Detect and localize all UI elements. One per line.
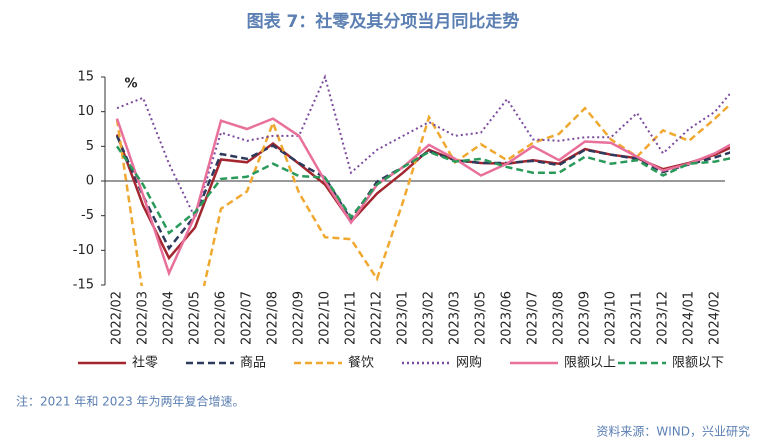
- source: 资料来源：WIND，兴业研究: [596, 424, 750, 439]
- series-line: [115, 134, 730, 261]
- y-tick-label: -15: [73, 278, 94, 293]
- x-tick-label: 2023/08: [552, 291, 567, 345]
- x-tick-label: 2022/11: [344, 291, 359, 345]
- legend-label: 餐饮: [348, 355, 374, 371]
- x-tick-label: 2023/09: [578, 291, 593, 345]
- note: 注：2021 年和 2023 年为两年复合增速。: [16, 394, 245, 409]
- legend-label: 社零: [132, 355, 158, 371]
- y-tick-label: 0: [86, 174, 94, 189]
- x-tick-label: 2023/10: [604, 291, 619, 345]
- y-tick-label: 5: [86, 139, 94, 154]
- x-tick-label: 2022/03: [136, 291, 151, 345]
- x-tick-label: 2024/02: [708, 291, 723, 345]
- x-tick-label: 2022/09: [292, 291, 307, 345]
- x-tick-label: 2023/06: [500, 291, 515, 345]
- plot-area: [115, 74, 730, 286]
- y-unit: %: [124, 77, 137, 92]
- x-tick-label: 2022/04: [162, 291, 177, 345]
- x-tick-label: 2023/03: [448, 291, 463, 345]
- x-tick-label: 2023/12: [656, 291, 671, 345]
- series-line: [115, 135, 730, 251]
- legend-label: 限额以下: [672, 356, 724, 371]
- x-tick-label: 2022/07: [240, 291, 255, 345]
- x-tick-label: 2023/07: [526, 291, 541, 345]
- x-tick-label: 2022/12: [370, 291, 385, 345]
- legend-label: 商品: [240, 356, 266, 371]
- y-tick-label: 15: [77, 70, 94, 85]
- series-line: [115, 145, 730, 235]
- x-tick-label: 2023/11: [630, 291, 645, 345]
- x-tick-label: 2023/02: [422, 291, 437, 345]
- y-tick-label: -5: [81, 208, 94, 223]
- chart-title: 图表 7：社零及其分项当月同比走势: [247, 11, 520, 32]
- x-tick-label: 2023/01: [396, 291, 411, 345]
- y-tick-label: -10: [73, 243, 94, 258]
- legend-label: 限额以上: [564, 356, 616, 371]
- x-tick-label: 2022/06: [214, 291, 229, 345]
- y-tick-label: 10: [77, 104, 94, 119]
- series-line: [115, 117, 730, 277]
- x-tick-label: 2022/08: [266, 291, 281, 345]
- x-tick-label: 2022/05: [188, 291, 203, 345]
- x-tick-label: 2024/01: [682, 291, 697, 345]
- x-tick-label: 2023/05: [474, 291, 489, 345]
- legend-label: 网购: [456, 355, 482, 371]
- x-tick-label: 2022/02: [110, 291, 125, 345]
- x-tick-label: 2022/10: [318, 291, 333, 345]
